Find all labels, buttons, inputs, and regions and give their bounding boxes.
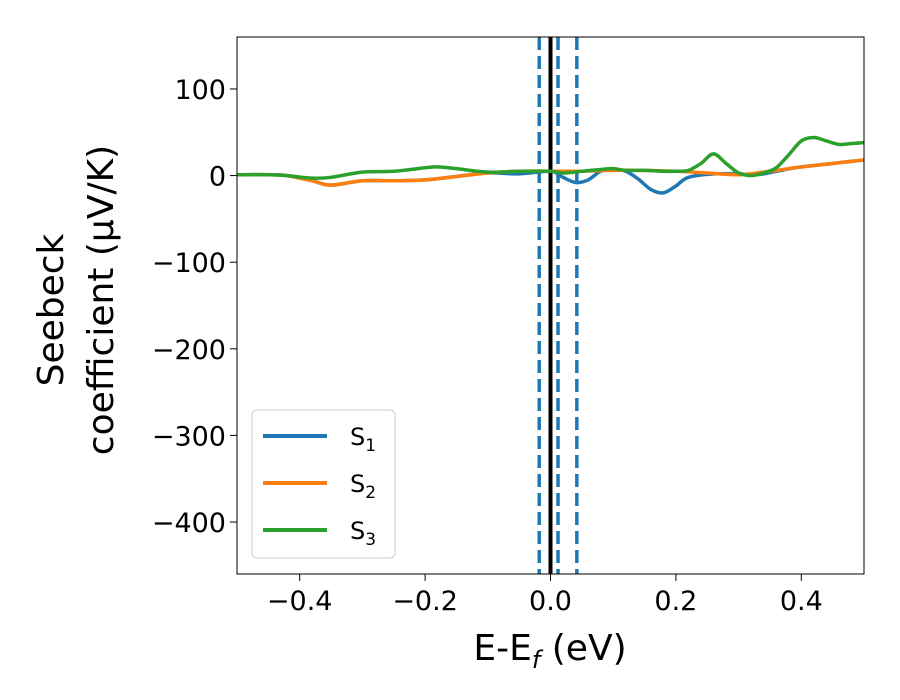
y-tick-label: −300 <box>152 421 226 452</box>
x-axis-title-suffix: (eV) <box>540 628 626 669</box>
x-tick-label: −0.2 <box>392 586 458 617</box>
y-axis-title-line1: Seebeck <box>31 233 72 386</box>
legend-label-s1: S1 <box>350 423 376 456</box>
x-axis-title-main: E-E <box>473 628 531 669</box>
y-axis-title-line2: coefficient (μV/K) <box>81 145 122 455</box>
legend-label-s2: S2 <box>350 470 376 503</box>
series-line-s3 <box>237 135 864 181</box>
x-tick-label: −0.4 <box>267 586 333 617</box>
y-tick-label: −100 <box>152 248 226 279</box>
legend: S1 S2 S3 <box>251 409 396 559</box>
x-tick-label: 0.4 <box>780 586 823 617</box>
x-axis-title: E-Ef (eV) <box>473 628 626 674</box>
x-tick-label: 0.0 <box>529 586 572 617</box>
series-lines <box>237 135 864 195</box>
reference-lines <box>537 37 579 574</box>
y-tick-label: 100 <box>174 75 226 106</box>
y-axis-ticks: 100 0 −100 −200 −300 −400 <box>152 75 237 539</box>
x-axis-ticks: −0.4 −0.2 0.0 0.2 0.4 <box>267 574 823 617</box>
y-tick-label: −200 <box>152 335 226 366</box>
legend-items: S1 S2 S3 <box>263 423 376 550</box>
y-tick-label: 0 <box>209 162 226 193</box>
y-tick-label: −400 <box>152 508 226 539</box>
legend-label-s3: S3 <box>350 517 376 550</box>
x-tick-label: 0.2 <box>654 586 697 617</box>
